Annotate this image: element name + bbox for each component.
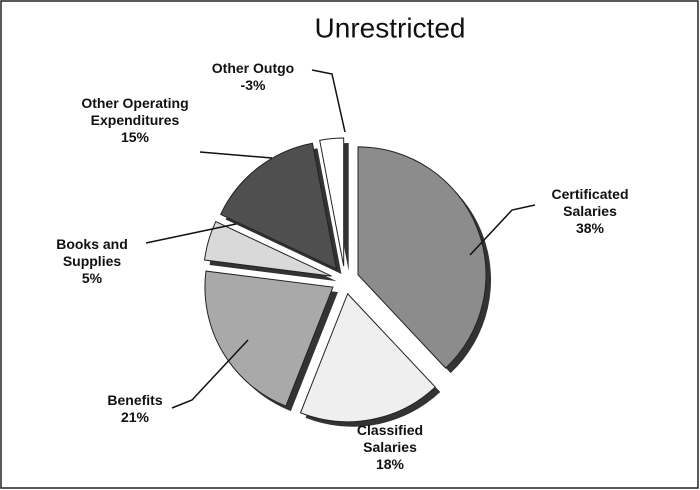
- slice: [219, 142, 338, 270]
- category-label: Benefits: [107, 392, 163, 408]
- slice: [204, 270, 334, 407]
- slice: [204, 220, 332, 277]
- value-label: -3%: [240, 77, 266, 93]
- slice: [299, 292, 436, 423]
- slice-label: Classified Salaries 18%: [340, 422, 440, 473]
- category-label: Other Outgo: [211, 60, 295, 76]
- slice: [319, 137, 345, 267]
- slice-label: Other Outgo -3%: [193, 60, 313, 94]
- category-label: Classified Salaries: [356, 422, 424, 455]
- value-label: 18%: [375, 456, 405, 472]
- slice-label: Certificated Salaries 38%: [530, 186, 650, 237]
- value-label: 15%: [120, 129, 150, 145]
- slice-label: Books and Supplies 5%: [42, 236, 142, 287]
- value-label: 38%: [575, 220, 605, 236]
- leader-line: [171, 339, 249, 409]
- value-label: 21%: [120, 409, 150, 425]
- leader-line: [311, 69, 346, 133]
- slice: [357, 146, 487, 369]
- leader-line: [145, 223, 237, 244]
- chart-title: Unrestricted: [315, 12, 466, 43]
- pie: [204, 137, 492, 427]
- category-label: Books and Supplies: [56, 236, 128, 269]
- leader-line: [469, 204, 536, 256]
- slice-label: Benefits 21%: [90, 392, 180, 426]
- leader-line: [199, 151, 273, 159]
- value-label: 5%: [81, 270, 103, 286]
- slice-label: Other Operating Expenditures 15%: [70, 95, 200, 146]
- category-label: Other Operating Expenditures: [81, 95, 189, 128]
- category-label: Certificated Salaries: [551, 186, 629, 219]
